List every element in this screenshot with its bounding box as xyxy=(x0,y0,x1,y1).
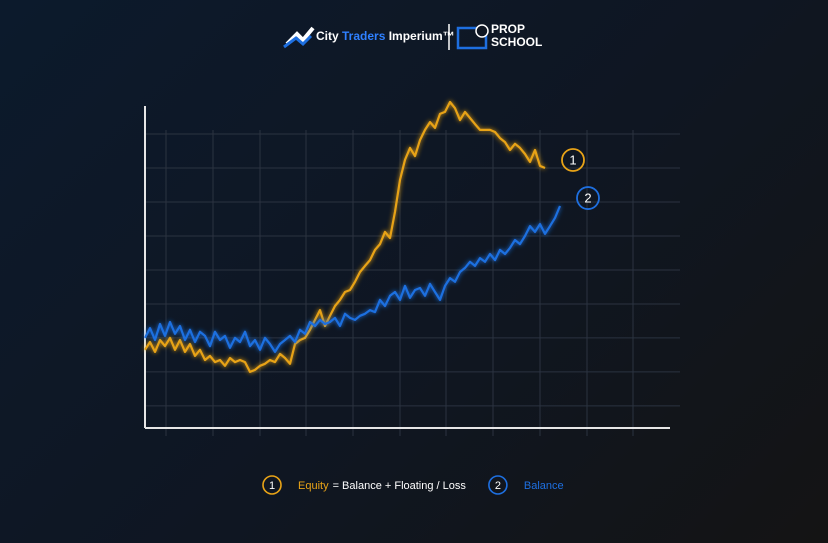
brand-word: Imperium™ xyxy=(389,29,455,43)
brand-logo-accent xyxy=(283,34,313,49)
plot: 12 xyxy=(144,100,680,436)
legend-badge xyxy=(262,475,282,495)
legend-name: Equity xyxy=(298,480,329,492)
legend-description: = Balance + Floating / Loss xyxy=(333,480,467,492)
partner-logo xyxy=(456,26,488,50)
legend-name: Balance xyxy=(524,480,564,492)
series-line xyxy=(144,205,562,353)
series-end-badge xyxy=(576,186,600,210)
header: City Traders Imperium™ PROP SCHOOL xyxy=(283,22,542,50)
brand-name: City Traders Imperium™ xyxy=(316,29,455,43)
legend-marker: 2 xyxy=(495,480,501,492)
brand-logo xyxy=(285,26,315,46)
partner-name: SCHOOL xyxy=(491,35,542,49)
legend: 1 Equity = Balance + Floating / Loss 2 Balan… xyxy=(262,475,564,495)
brand-word: Traders xyxy=(342,29,386,43)
brand-word: City xyxy=(316,29,339,43)
partner-name: PROP xyxy=(491,22,525,36)
series-line xyxy=(144,100,546,373)
series-end-badge xyxy=(561,148,585,172)
series-end-label: 2 xyxy=(584,190,591,205)
partner-logo-seal xyxy=(475,24,489,38)
legend-marker: 1 xyxy=(269,480,275,492)
legend-badge xyxy=(488,475,508,495)
series-end-label: 1 xyxy=(569,152,576,167)
